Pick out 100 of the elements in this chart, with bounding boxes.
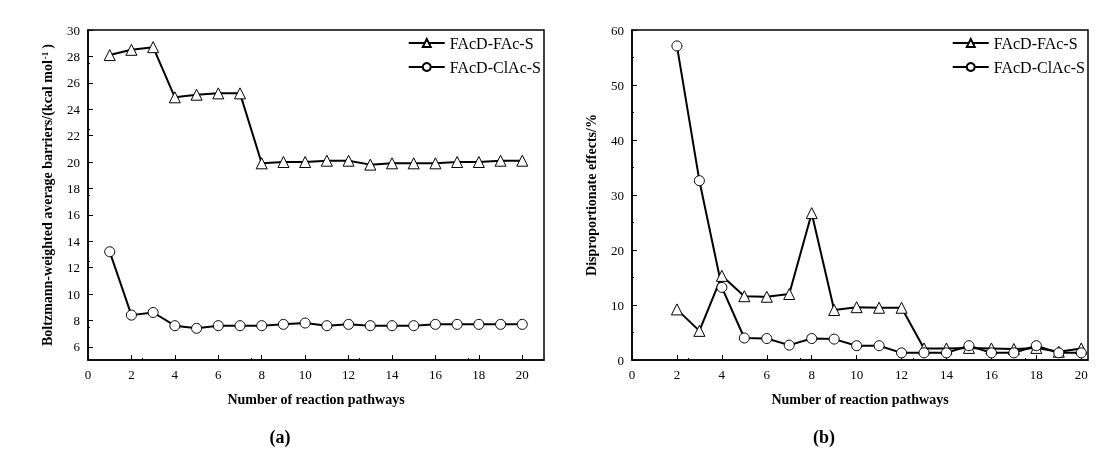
text: (b) (813, 427, 836, 448)
point (494, 154, 507, 167)
point (103, 49, 116, 62)
point (386, 157, 398, 170)
point (386, 320, 398, 332)
point (760, 290, 773, 303)
point (896, 347, 908, 359)
point (761, 333, 773, 345)
point (851, 340, 863, 352)
point (1075, 347, 1087, 359)
y-tick-label: 30 (611, 187, 624, 203)
point (783, 288, 796, 300)
point (429, 157, 442, 170)
point (255, 157, 268, 170)
x-tick-label: 18 (472, 367, 486, 382)
y-tick-label: 12 (67, 260, 80, 276)
point (277, 318, 289, 330)
text: (a) (269, 427, 291, 448)
point (693, 324, 706, 337)
x-tick-label: 20 (515, 367, 529, 382)
y-axis-title: Boltzmann-weighted average barriers/(kcal mol-1) (39, 43, 56, 346)
y-tick-label: 8 (73, 312, 80, 328)
point (806, 333, 818, 345)
point (299, 156, 312, 168)
point (873, 301, 886, 314)
point (716, 281, 728, 293)
legend-label: FAcD-ClAc-S (993, 58, 1085, 76)
point (212, 87, 225, 100)
point (342, 154, 355, 167)
point (516, 154, 529, 167)
point (850, 301, 863, 314)
x-axis-title: Number of reaction pathways (771, 391, 950, 407)
point (783, 339, 795, 351)
point (408, 320, 420, 332)
point (671, 40, 683, 52)
point (985, 347, 997, 359)
point (472, 156, 485, 168)
point (738, 332, 750, 344)
point (125, 309, 137, 321)
point (495, 318, 507, 330)
point (320, 154, 333, 167)
x-tick-label: 2 (673, 367, 681, 382)
point (234, 87, 246, 100)
point (321, 320, 333, 332)
y-tick-label: 18 (67, 180, 80, 196)
x-tick-label: 2 (128, 367, 135, 382)
point (256, 320, 268, 332)
point (212, 320, 224, 332)
point (1008, 347, 1020, 359)
point (895, 301, 908, 314)
point (516, 318, 528, 330)
x-axis-title: Number of reaction pathways (227, 391, 406, 407)
point (364, 320, 376, 332)
y-tick-label: 10 (67, 286, 80, 302)
y-tick-label: 14 (67, 233, 81, 249)
x-tick-label: 14 (939, 367, 954, 382)
legend-label: FAcD-ClAc-S (449, 58, 541, 76)
point (234, 320, 246, 332)
y-tick-label: 16 (67, 207, 81, 223)
y-axis-title: Disproportionate effects/% (583, 114, 599, 276)
y-tick-label: 20 (67, 154, 80, 170)
x-tick-label: 20 (1074, 367, 1088, 382)
point (429, 318, 441, 330)
y-tick-label: 22 (67, 128, 80, 144)
point (873, 340, 885, 352)
point (277, 156, 290, 168)
y-tick-label: 30 (67, 22, 80, 38)
x-tick-label: 16 (984, 367, 999, 382)
point (168, 91, 181, 104)
x-tick-label: 6 (215, 367, 223, 382)
point (125, 43, 138, 56)
y-tick-label: 60 (611, 22, 624, 38)
x-tick-label: 0 (84, 367, 92, 382)
x-tick-label: 4 (171, 367, 179, 382)
x-tick-label: 16 (428, 367, 443, 382)
y-tick-label: 26 (67, 75, 81, 91)
point (407, 157, 420, 170)
y-tick-label: 28 (67, 48, 80, 64)
x-tick-label: 8 (808, 367, 815, 382)
x-tick-label: 10 (298, 367, 312, 382)
point (169, 320, 181, 332)
point (940, 347, 952, 359)
y-tick-label: 6 (73, 339, 81, 355)
x-tick-label: 4 (718, 367, 726, 382)
y-tick-label: 0 (617, 352, 624, 368)
point (147, 306, 159, 318)
y-tick-label: 40 (611, 132, 624, 148)
y-tick-label: 50 (611, 77, 624, 93)
y-tick-label: 10 (611, 297, 624, 313)
x-tick-label: 12 (895, 367, 909, 382)
point (451, 318, 463, 330)
x-tick-label: 6 (763, 367, 771, 382)
point (918, 347, 930, 359)
x-tick-label: 14 (385, 367, 399, 382)
point (190, 88, 203, 101)
point (191, 322, 203, 334)
x-tick-label: 10 (850, 367, 864, 382)
y-tick-label: 20 (611, 242, 624, 258)
point (805, 207, 818, 220)
point (738, 290, 751, 303)
